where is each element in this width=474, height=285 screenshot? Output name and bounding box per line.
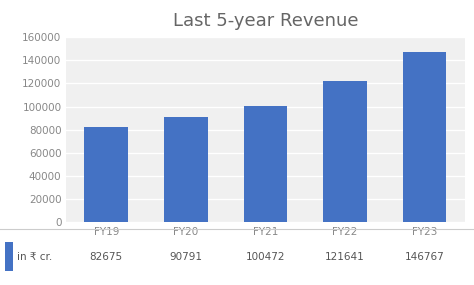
Bar (164, 117, 208, 222)
Bar (244, 106, 287, 222)
Text: 146767: 146767 (405, 251, 445, 262)
Bar (323, 82, 367, 222)
Text: 90791: 90791 (169, 251, 202, 262)
Bar (403, 52, 447, 222)
Text: 121641: 121641 (325, 251, 365, 262)
Text: in ₹ cr.: in ₹ cr. (17, 251, 52, 262)
Text: 100472: 100472 (246, 251, 285, 262)
Bar (5, 242, 13, 271)
Title: Last 5-year Revenue: Last 5-year Revenue (173, 12, 358, 30)
Bar (84, 127, 128, 222)
Text: 82675: 82675 (90, 251, 123, 262)
